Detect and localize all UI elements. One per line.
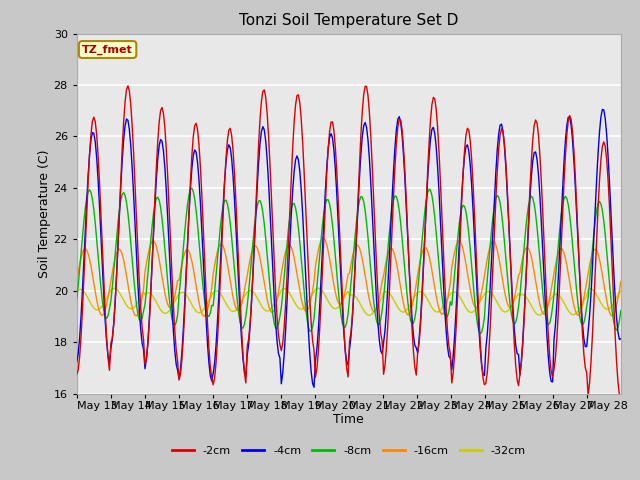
Legend: -2cm, -4cm, -8cm, -16cm, -32cm: -2cm, -4cm, -8cm, -16cm, -32cm (167, 441, 531, 460)
Y-axis label: Soil Temperature (C): Soil Temperature (C) (38, 149, 51, 278)
Text: TZ_fmet: TZ_fmet (82, 44, 133, 55)
Title: Tonzi Soil Temperature Set D: Tonzi Soil Temperature Set D (239, 13, 458, 28)
X-axis label: Time: Time (333, 413, 364, 426)
